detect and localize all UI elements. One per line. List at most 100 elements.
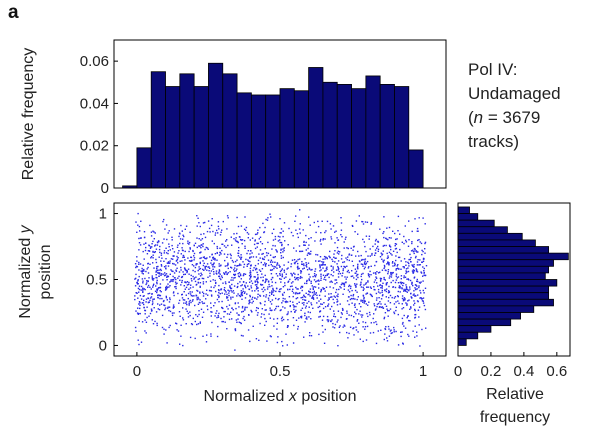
scatter-point [142, 282, 144, 284]
scatter-point [310, 302, 312, 304]
annotation-line-1: Pol IV: [468, 60, 518, 79]
scatter-point [247, 233, 250, 235]
scatter-point [226, 313, 229, 315]
scatter-point [204, 257, 206, 260]
scatter-point [387, 238, 389, 241]
scatter-point [208, 266, 210, 268]
scatter-point [334, 257, 336, 259]
scatter-point [354, 231, 356, 233]
scatter-point [227, 308, 229, 310]
scatter-point [179, 238, 182, 240]
scatter-point [297, 262, 299, 265]
scatter-point [336, 301, 338, 303]
scatter-point [375, 238, 377, 241]
panel-label: a [8, 2, 19, 23]
scatter-point [249, 273, 252, 276]
scatter-point [367, 280, 369, 282]
scatter-point [199, 286, 201, 288]
scatter-point [406, 271, 408, 273]
scatter-point [227, 244, 229, 247]
scatter-point [308, 334, 311, 337]
scatter-point [168, 243, 170, 245]
scatter-point [262, 290, 264, 293]
scatter-point [141, 272, 143, 274]
scatter-point [314, 268, 317, 270]
scatter-point [383, 267, 385, 269]
scatter-point [387, 315, 389, 317]
scatter-point [273, 228, 275, 230]
scatter-point [380, 279, 382, 281]
scatter-point [385, 305, 388, 307]
scatter-point [213, 257, 216, 260]
scatter-point [284, 301, 286, 303]
scatter-point [155, 261, 158, 264]
scatter-point [392, 250, 395, 252]
scatter-point [152, 279, 154, 281]
scatter-point [187, 257, 189, 259]
scatter-point [264, 281, 266, 284]
scatter-point [348, 253, 351, 255]
y-histogram-bar [457, 285, 549, 294]
scatter-point [134, 295, 136, 297]
scatter-point [188, 283, 190, 286]
scatter-point [399, 233, 401, 235]
scatter-point [169, 297, 171, 299]
scatter-point [179, 260, 181, 262]
scatter-point [342, 326, 344, 328]
scatter-point [389, 246, 392, 248]
scatter-point [183, 267, 186, 269]
scatter-point [138, 269, 140, 271]
scatter-point [417, 230, 419, 232]
scatter-point [210, 311, 212, 313]
scatter-point [409, 308, 411, 310]
scatter-point [418, 264, 420, 266]
scatter-point [213, 266, 216, 268]
scatter-point [420, 271, 422, 273]
scatter-point [325, 286, 328, 288]
scatter-point [292, 295, 294, 298]
scatter-point [293, 308, 295, 311]
scatter-point [424, 223, 426, 225]
scatter-point [137, 312, 140, 315]
scatter-point [346, 247, 348, 249]
scatter-point [271, 232, 273, 235]
scatter-point [205, 298, 207, 300]
scatter-point [242, 261, 244, 263]
scatter-point [408, 262, 410, 265]
scatter-point [298, 245, 301, 247]
scatter-point [348, 271, 350, 274]
scatter-point [415, 270, 418, 272]
scatter-point [331, 319, 333, 321]
scatter-point [374, 240, 377, 242]
scatter-point [395, 279, 398, 281]
scatter-point [280, 288, 282, 290]
scatter-point [285, 300, 287, 302]
scatter-point [303, 295, 305, 298]
x-histogram-bar [208, 62, 224, 189]
scatter-point [227, 289, 229, 291]
scatter-point [207, 308, 209, 311]
scatter-point [203, 233, 205, 235]
scatter-point [148, 301, 150, 303]
scatter-point [167, 250, 169, 252]
scatter-point [242, 281, 245, 283]
scatter-point [178, 311, 181, 313]
scatter-point [147, 272, 150, 274]
scatter-point [141, 278, 144, 280]
scatter-point [388, 262, 390, 264]
scatter-point [370, 265, 372, 267]
scatter-point [159, 268, 162, 271]
scatter-point [234, 302, 236, 305]
scatter-point [188, 281, 190, 284]
scatter-point [366, 292, 369, 295]
scatter-point [267, 297, 270, 299]
scatter-point [334, 316, 337, 318]
annotation-line-2: Undamaged [468, 84, 561, 103]
scatter-point [140, 289, 142, 291]
scatter-point [143, 231, 146, 233]
scatter-point [276, 317, 279, 320]
scatter-point [198, 268, 200, 270]
scatter-point [353, 277, 355, 279]
scatter-point [176, 255, 178, 258]
scatter-point [402, 307, 405, 309]
